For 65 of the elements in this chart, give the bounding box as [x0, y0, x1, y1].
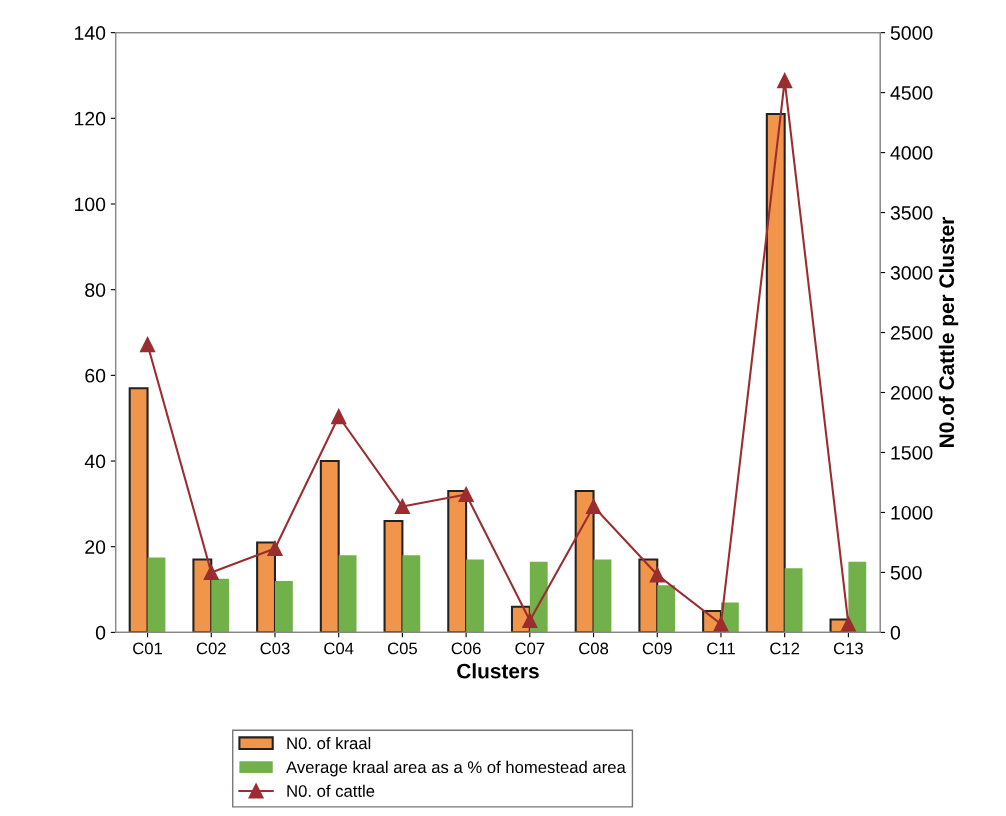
bar [593, 559, 612, 633]
bar [211, 578, 230, 633]
point [649, 567, 665, 583]
y-tick-label: 120 [75, 111, 106, 126]
y2-tick-label: 3500 [890, 206, 933, 220]
y-tick-label: 100 [75, 197, 106, 212]
x-tick-label: C05 [387, 642, 417, 655]
x-tick-label: C02 [196, 642, 226, 655]
y-tick-label: 60 [85, 368, 106, 383]
y-tick-label: 40 [84, 454, 106, 469]
point [585, 498, 602, 515]
y2-axis-title: N0.of Cattle per Cluster [938, 217, 959, 447]
y2-tick-label: 1000 [891, 505, 933, 520]
y2-tick-label: 1500 [891, 445, 933, 460]
y2-tick-label: 4500 [890, 86, 933, 100]
bar [147, 557, 166, 633]
x-tick-label: C11 [707, 642, 735, 655]
bar [765, 113, 786, 633]
point [331, 408, 347, 425]
x-tick-label: C03 [260, 642, 290, 655]
point [840, 616, 857, 632]
legend-label: N0. of cattle [287, 784, 375, 797]
y2-tick-label: 0 [890, 625, 901, 640]
x-tick-label: C01 [133, 642, 163, 655]
bar [466, 559, 484, 633]
bar [574, 489, 595, 633]
x-tick-label: C06 [451, 642, 481, 655]
bar [338, 555, 357, 633]
point [203, 564, 219, 581]
bar [256, 541, 277, 633]
y2-tick-label: 2000 [890, 385, 933, 400]
point [713, 616, 729, 632]
x-tick-label: C04 [324, 642, 354, 655]
bar [402, 555, 421, 633]
y2-tick-label: 5000 [890, 26, 933, 40]
x-tick-label: C09 [642, 642, 672, 655]
bar [784, 568, 803, 633]
point [139, 336, 156, 353]
x-tick-label: C12 [770, 642, 800, 655]
bar [657, 585, 676, 633]
bar [128, 387, 149, 633]
y-tick-label: 20 [85, 540, 106, 554]
bar [383, 519, 404, 633]
bar [447, 489, 468, 633]
point [267, 540, 283, 557]
y2-tick-label: 2500 [890, 325, 933, 340]
x-tick-label: C08 [579, 642, 609, 655]
point [522, 612, 538, 629]
x-axis-title: Clusters [457, 663, 539, 679]
y-tick-label: 140 [75, 26, 106, 40]
legend-label: Average kraal area as a % of homestead area [286, 760, 626, 777]
y2-tick-label: 500 [890, 565, 922, 580]
point [458, 486, 474, 503]
bar [319, 460, 340, 633]
x-tick-label: C13 [833, 642, 863, 655]
point [777, 72, 793, 89]
x-tick-label: C07 [515, 642, 545, 655]
bar [848, 561, 867, 633]
legend-label: N0. of kraal [287, 736, 371, 750]
y-tick-label: 0 [95, 625, 106, 640]
bar [274, 580, 293, 633]
y-tick-label: 80 [85, 283, 106, 297]
y2-tick-label: 3000 [890, 266, 933, 280]
y2-tick-label: 4000 [890, 146, 933, 160]
point [394, 498, 411, 515]
